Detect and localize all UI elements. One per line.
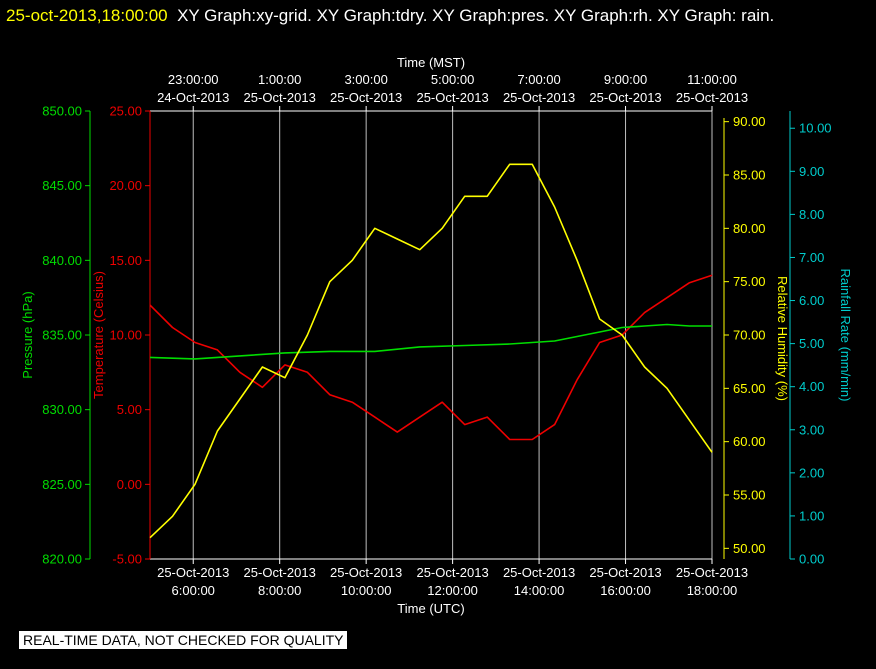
pressure-tick-label: 835.00	[42, 328, 82, 343]
x-top-tick-label-date: 25-Oct-2013	[416, 90, 488, 105]
rainfall-tick-label: 3.00	[799, 422, 824, 437]
humidity-tick-label: 75.00	[733, 274, 766, 289]
x-tick-label-date: 25-Oct-2013	[330, 565, 402, 580]
x-tick-label-time: 6:00:00	[172, 583, 215, 598]
x-top-tick-label-time: 5:00:00	[431, 72, 474, 87]
x-tick-label-time: 18:00:00	[687, 583, 738, 598]
rainfall-tick-label: 7.00	[799, 250, 824, 265]
header-timestamp: 25-oct-2013,18:00:00	[6, 6, 168, 25]
rainfall-tick-label: 10.00	[799, 121, 832, 136]
humidity-tick-label: 65.00	[733, 381, 766, 396]
x-axis-label-utc: Time (UTC)	[397, 601, 464, 616]
header-graph-list: XY Graph:xy-grid. XY Graph:tdry. XY Grap…	[177, 6, 775, 25]
x-tick-label-time: 12:00:00	[427, 583, 478, 598]
x-tick-label-date: 25-Oct-2013	[503, 565, 575, 580]
humidity-tick-label: 60.00	[733, 434, 766, 449]
temperature-tick-label: 15.00	[109, 253, 142, 268]
temperature-tick-label: -5.00	[112, 552, 142, 567]
pressure-tick-label: 820.00	[42, 552, 82, 567]
humidity-axis-title: Relative Humidity (%)	[775, 276, 790, 401]
pressure-tick-label: 840.00	[42, 253, 82, 268]
x-tick-label-date: 25-Oct-2013	[589, 565, 661, 580]
x-top-tick-label-time: 11:00:00	[687, 72, 737, 87]
x-tick-label-time: 10:00:00	[341, 583, 392, 598]
quality-notice: REAL-TIME DATA, NOT CHECKED FOR QUALITY	[19, 631, 348, 649]
x-top-tick-label-time: 23:00:00	[168, 72, 219, 87]
humidity-tick-label: 85.00	[733, 168, 766, 183]
x-top-tick-label-time: 7:00:00	[517, 72, 560, 87]
x-tick-label-time: 16:00:00	[600, 583, 651, 598]
x-top-tick-label-date: 25-Oct-2013	[330, 90, 402, 105]
x-axis-label-mst: Time (MST)	[397, 55, 465, 70]
pressure-tick-label: 850.00	[42, 104, 82, 119]
x-top-tick-label-time: 3:00:00	[344, 72, 387, 87]
rainfall-tick-label: 2.00	[799, 465, 824, 480]
humidity-tick-label: 70.00	[733, 328, 766, 343]
series-line-pres	[149, 323, 712, 360]
pressure-axis-title: Pressure (hPa)	[20, 291, 35, 378]
humidity-tick-label: 55.00	[733, 488, 766, 503]
x-top-tick-label-date: 25-Oct-2013	[676, 90, 748, 105]
temperature-tick-label: 10.00	[109, 328, 142, 343]
chart-header: 25-oct-2013,18:00:00 XY Graph:xy-grid. X…	[6, 2, 866, 30]
temperature-tick-label: 25.00	[109, 104, 142, 119]
humidity-tick-label: 90.00	[733, 114, 766, 129]
x-tick-label-time: 14:00:00	[514, 583, 565, 598]
rainfall-tick-label: 5.00	[799, 336, 824, 351]
x-top-tick-label-time: 9:00:00	[604, 72, 647, 87]
x-tick-label-date: 25-Oct-2013	[244, 565, 316, 580]
temperature-tick-label: 0.00	[117, 477, 142, 492]
temperature-tick-label: 20.00	[109, 178, 142, 193]
rainfall-axis-title: Rainfall Rate (mm/min)	[838, 269, 853, 402]
x-tick-label-date: 25-Oct-2013	[416, 565, 488, 580]
x-top-tick-label-time: 1:00:00	[258, 72, 301, 87]
x-top-tick-label-date: 25-Oct-2013	[244, 90, 316, 105]
rainfall-tick-label: 8.00	[799, 207, 824, 222]
pressure-tick-label: 825.00	[42, 477, 82, 492]
x-tick-label-date: 25-Oct-2013	[676, 565, 748, 580]
series-line-rh	[149, 163, 713, 539]
x-top-tick-label-date: 25-Oct-2013	[589, 90, 661, 105]
x-top-tick-label-date: 25-Oct-2013	[503, 90, 575, 105]
x-tick-label-time: 8:00:00	[258, 583, 301, 598]
rainfall-tick-label: 0.00	[799, 552, 824, 567]
pressure-tick-label: 845.00	[42, 178, 82, 193]
x-tick-label-date: 25-Oct-2013	[157, 565, 229, 580]
humidity-tick-label: 50.00	[733, 541, 766, 556]
temperature-axis-title: Temperature (Celsius)	[91, 271, 106, 399]
temperature-tick-label: 5.00	[117, 402, 142, 417]
rainfall-tick-label: 4.00	[799, 379, 824, 394]
humidity-tick-label: 80.00	[733, 221, 766, 236]
rainfall-tick-label: 9.00	[799, 164, 824, 179]
series-line-tdry	[149, 274, 713, 441]
rainfall-tick-label: 1.00	[799, 508, 824, 523]
rainfall-tick-label: 6.00	[799, 293, 824, 308]
pressure-tick-label: 830.00	[42, 402, 82, 417]
x-top-tick-label-date: 24-Oct-2013	[157, 90, 229, 105]
